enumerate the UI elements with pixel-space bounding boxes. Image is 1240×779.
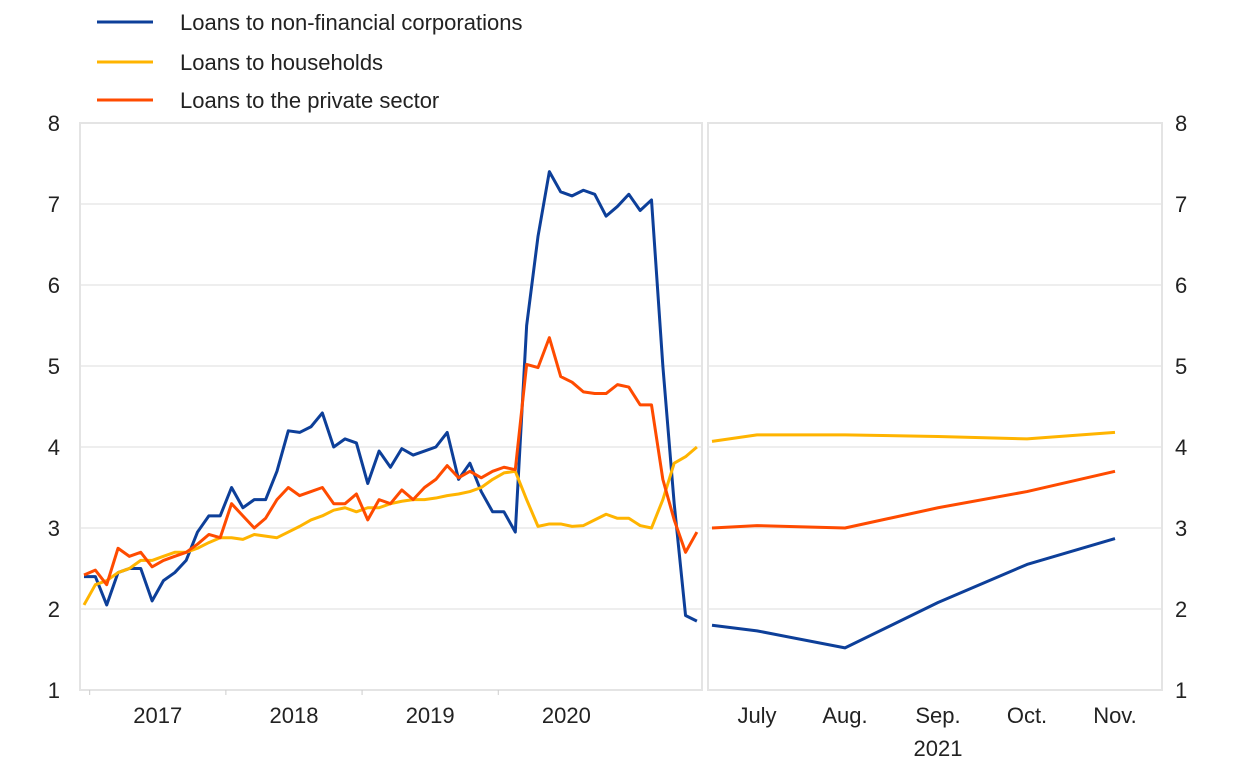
left-panel-grid <box>80 122 702 691</box>
x-tick-label: Sep. <box>915 703 960 728</box>
y-tick-label-right: 4 <box>1175 435 1187 460</box>
legend-label: Loans to non-financial corporations <box>180 10 522 35</box>
y-tick-label-right: 5 <box>1175 354 1187 379</box>
y-tick-label-left: 7 <box>48 192 60 217</box>
series-line-right <box>711 537 1116 650</box>
y-tick-label-left: 5 <box>48 354 60 379</box>
y-tick-label-left: 8 <box>48 111 60 136</box>
x-tick-label: Nov. <box>1093 703 1137 728</box>
y-tick-label-right: 1 <box>1175 678 1187 703</box>
series-line-right <box>711 430 1116 443</box>
legend: Loans to non-financial corporations Loans… <box>97 10 522 113</box>
legend-label: Loans to households <box>180 50 383 75</box>
y-tick-label-right: 6 <box>1175 273 1187 298</box>
right-panel-frame <box>707 122 1163 691</box>
y-tick-label-left: 1 <box>48 678 60 703</box>
x-year-label: 2021 <box>914 736 963 761</box>
x-tick-label: 2020 <box>542 703 591 728</box>
series-line-right <box>711 469 1116 530</box>
x-tick-label: Aug. <box>822 703 867 728</box>
y-tick-label-right: 8 <box>1175 111 1187 136</box>
legend-label: Loans to the private sector <box>180 88 439 113</box>
left-panel-frame <box>79 122 703 691</box>
x-tick-label: July <box>737 703 776 728</box>
x-axis-ticks: 2017 2018 2019 2020 July Aug. Sep. Oct. Nov. 2021 <box>89 690 1137 761</box>
x-tick-label: 2019 <box>406 703 455 728</box>
x-tick-label: 2017 <box>133 703 182 728</box>
y-tick-label-left: 3 <box>48 516 60 541</box>
y-tick-label-right: 3 <box>1175 516 1187 541</box>
series-line-left <box>84 170 698 623</box>
y-tick-label-left: 2 <box>48 597 60 622</box>
series-line-left <box>82 445 698 606</box>
series-line-left <box>83 336 699 587</box>
y-tick-label-left: 4 <box>48 435 60 460</box>
x-tick-label: 2018 <box>269 703 318 728</box>
y-axis-ticks: 1 1 2 2 3 3 4 4 5 5 6 6 7 7 8 8 <box>48 111 1188 703</box>
y-tick-label-left: 6 <box>48 273 60 298</box>
y-tick-label-right: 2 <box>1175 597 1187 622</box>
x-tick-label: Oct. <box>1007 703 1047 728</box>
y-tick-label-right: 7 <box>1175 192 1187 217</box>
series-lines <box>82 170 1116 650</box>
